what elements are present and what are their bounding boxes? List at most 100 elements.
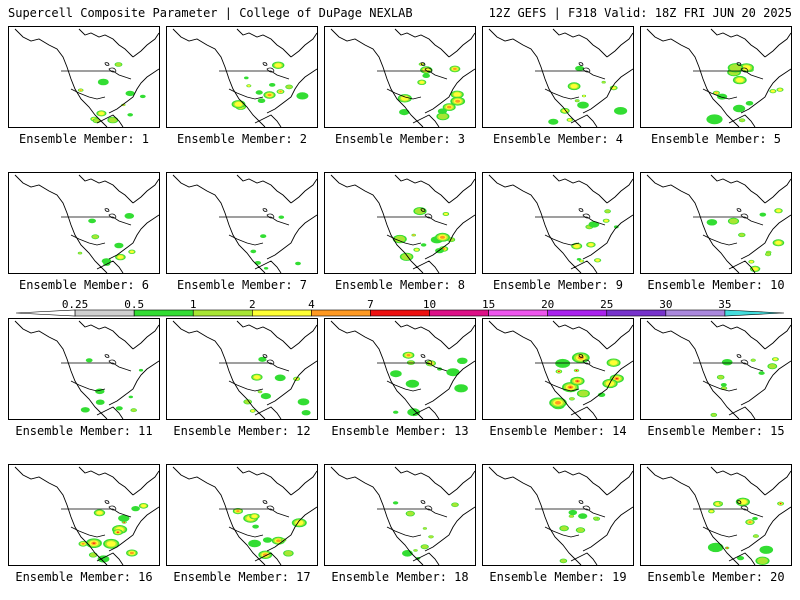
scp-contour [711, 413, 717, 417]
scp-contour [279, 90, 282, 93]
member-map-9 [482, 172, 634, 274]
member-map-11 [8, 318, 160, 420]
scp-contour [454, 384, 468, 393]
scp-contour [588, 221, 600, 228]
member-label: Ensemble Member: 7 [176, 278, 308, 292]
coastline [330, 174, 475, 273]
scp-contour [706, 114, 723, 125]
scp-contour [267, 93, 272, 97]
scp-contour [251, 409, 255, 412]
great-lakes [578, 500, 591, 511]
scp-contour [139, 94, 146, 99]
member-map-16 [8, 464, 160, 566]
legend-tick-label: 2 [248, 298, 256, 311]
legend-tick-label: 7 [367, 298, 374, 311]
great-lakes [262, 354, 275, 365]
member-label: Ensemble Member: 9 [492, 278, 624, 292]
scp-contour [278, 215, 285, 219]
country-border [535, 508, 606, 538]
member-map-svg [172, 174, 317, 273]
scp-contour [739, 233, 745, 237]
member-label: Ensemble Member: 6 [18, 278, 150, 292]
scp-contour [98, 111, 105, 116]
coastline [646, 28, 791, 127]
scp-contour [735, 77, 744, 83]
scp-contour [575, 369, 578, 372]
scp-contour [719, 502, 723, 505]
scp-contour [131, 408, 137, 412]
legend-tick-label: 25 [600, 298, 614, 311]
scp-contour [452, 503, 458, 507]
scp-contour [255, 90, 263, 95]
scp-contour [127, 113, 133, 117]
member-map-3 [324, 26, 476, 128]
coastline [488, 320, 633, 419]
legend-tick-label: 20 [541, 298, 555, 311]
scp-contour [88, 218, 96, 224]
color-legend: 0.25 0.5 1 2 4 7 10 15 20 25 30 35 [10, 298, 790, 320]
scp-contour [428, 535, 434, 539]
scp-contour [419, 80, 425, 84]
scp-contour [276, 539, 281, 542]
scp-contour [258, 356, 267, 362]
country-border [219, 70, 290, 100]
scp-contour [392, 501, 399, 505]
scp-contour [394, 235, 406, 243]
legend-swatch [429, 309, 489, 317]
scp-contour [118, 514, 130, 522]
scp-contour [81, 542, 85, 545]
scp-contour [414, 248, 419, 251]
member-map-6 [8, 172, 160, 274]
scp-contour [749, 260, 754, 263]
country-border [535, 216, 606, 246]
scp-contour [129, 551, 134, 555]
member-map-svg [330, 320, 475, 419]
legend-swatch [606, 309, 667, 317]
member-map-5 [640, 26, 792, 128]
scp-contour [751, 359, 756, 362]
scp-contour [758, 371, 765, 375]
member-map-2 [166, 26, 318, 128]
member-map-svg [488, 466, 633, 565]
scp-contour [707, 542, 724, 553]
legend-swatch [547, 309, 608, 317]
scp-contour [720, 383, 727, 387]
scp-contour [576, 527, 585, 533]
member-map-svg [646, 174, 791, 273]
scp-contour [252, 524, 259, 529]
country-border [219, 216, 290, 246]
scp-contour [407, 408, 421, 417]
country-border [693, 362, 764, 392]
scp-contour [274, 374, 286, 382]
member-map-svg [14, 28, 159, 127]
scp-contour [715, 92, 718, 94]
scp-contour [138, 368, 144, 372]
scp-contour [412, 234, 415, 236]
coastline [14, 28, 159, 127]
scp-contour [236, 510, 240, 513]
scp-contour [573, 244, 580, 248]
legend-swatch [252, 309, 312, 317]
member-label: Ensemble Member: 3 [334, 132, 466, 146]
great-lakes [104, 62, 117, 73]
scp-contour [588, 243, 594, 247]
country-border [693, 508, 764, 538]
member-label: Ensemble Member: 17 [173, 570, 311, 584]
coastline [172, 28, 317, 127]
great-lakes [736, 500, 749, 511]
scp-contour [742, 65, 751, 71]
member-map-svg [330, 28, 475, 127]
country-border [61, 508, 132, 538]
member-map-7 [166, 172, 318, 274]
scp-contour [92, 542, 95, 544]
scp-contour [709, 510, 714, 513]
country-border [535, 362, 606, 392]
scp-contour [717, 375, 724, 379]
scp-contour [560, 559, 567, 563]
scp-contour [770, 90, 775, 93]
member-map-svg [14, 320, 159, 419]
member-label: Ensemble Member: 18 [331, 570, 469, 584]
country-border [377, 70, 448, 100]
scp-contour [609, 360, 618, 366]
member-map-1 [8, 26, 160, 128]
